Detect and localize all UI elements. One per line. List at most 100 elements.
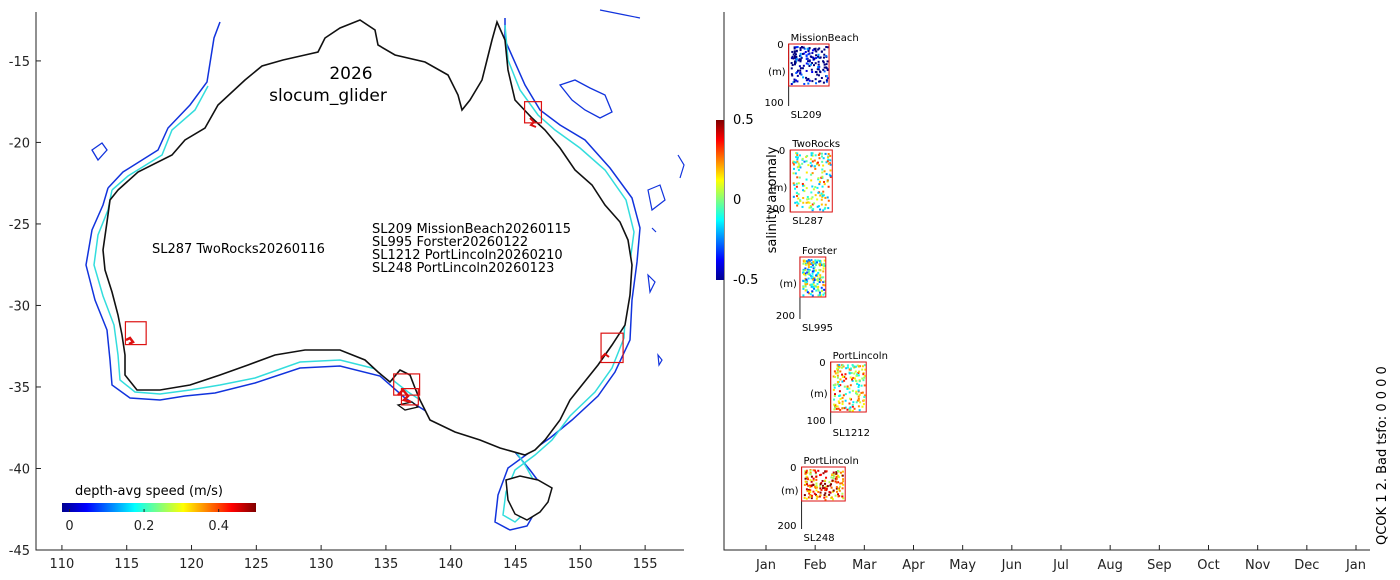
salinity-point <box>794 172 797 175</box>
salinity-point <box>819 263 822 266</box>
salinity-point <box>856 374 859 377</box>
salinity-point <box>837 493 840 496</box>
salinity-point <box>822 81 825 84</box>
salinity-point <box>801 67 804 70</box>
salinity-point <box>846 366 849 369</box>
salinity-point <box>808 206 811 209</box>
salinity-point <box>807 197 810 200</box>
salinity-point <box>821 479 824 482</box>
salinity-point <box>831 490 834 493</box>
salinity-point <box>822 68 825 71</box>
salinity-point <box>846 387 849 390</box>
salinity-point <box>839 485 842 488</box>
salinity-point <box>815 54 818 57</box>
salinity-point <box>824 482 827 485</box>
coastline-islands-east <box>599 9 685 367</box>
salinity-point <box>797 165 800 168</box>
salinity-point <box>806 291 809 294</box>
salinity-point <box>829 169 832 172</box>
salinity-point <box>823 66 826 69</box>
y-tick-label: -45 <box>9 544 30 559</box>
salinity-point <box>818 180 821 183</box>
salinity-point <box>813 159 816 162</box>
panel-glider-label: SL1212 <box>833 428 870 439</box>
salinity-point <box>819 276 822 279</box>
salinity-point <box>861 377 864 380</box>
salinity-point <box>812 64 815 67</box>
salinity-point <box>809 158 812 161</box>
salinity-point <box>805 289 808 292</box>
salinity-point <box>791 64 794 67</box>
salinity-point <box>792 163 795 166</box>
salinity-point <box>806 268 809 271</box>
salinity-point <box>858 393 861 396</box>
salinity-point <box>796 204 799 207</box>
salinity-point <box>857 399 860 402</box>
salinity-point <box>805 58 808 61</box>
salinity-point <box>809 489 812 492</box>
salinity-point <box>815 484 818 487</box>
salinity-point <box>832 477 835 480</box>
salinity-point <box>825 489 828 492</box>
salinity-point <box>836 381 839 384</box>
salinity-point <box>841 403 844 406</box>
salinity-point <box>817 60 820 63</box>
panel-depth-tick: 0 <box>819 358 825 369</box>
salinity-point <box>824 196 827 199</box>
salinity-point <box>863 364 866 367</box>
salinity-point <box>810 475 813 478</box>
salinity-point <box>805 160 808 163</box>
salinity-point <box>804 269 807 272</box>
salinity-point <box>814 259 817 262</box>
salinity-point <box>848 368 851 371</box>
salinity-point <box>797 162 800 165</box>
salinity-point <box>827 158 830 161</box>
salinity-colorbar <box>716 120 724 280</box>
salinity-point <box>790 83 793 86</box>
salinity-point <box>855 390 858 393</box>
salinity-point <box>836 371 839 374</box>
salinity-point <box>821 175 824 178</box>
salinity-point <box>801 157 804 160</box>
salinity-point <box>822 157 825 160</box>
salinity-point <box>794 201 797 204</box>
salinity-point <box>813 278 816 281</box>
salinity-point <box>820 152 823 155</box>
salinity-point <box>802 46 805 49</box>
salinity-point <box>837 407 840 410</box>
salinity-point <box>793 46 796 49</box>
salinity-point <box>804 279 807 282</box>
month-tick-label: Apr <box>902 558 925 573</box>
salinity-point <box>802 196 805 199</box>
salinity-point <box>804 267 807 270</box>
salinity-point <box>820 50 823 53</box>
salinity-point <box>819 80 822 83</box>
panel-depth-tick: 0 <box>779 146 785 157</box>
panel-box <box>799 256 827 298</box>
salinity-point <box>857 405 860 408</box>
salinity-point <box>792 195 795 198</box>
salinity-point <box>815 482 818 485</box>
salinity-point <box>811 264 814 267</box>
x-tick-label: 130 <box>309 557 334 572</box>
glider-panel-sl995: Forster SL995 (m) 200 <box>776 246 838 334</box>
salinity-point <box>825 476 828 479</box>
salinity-point <box>818 152 821 155</box>
salinity-point <box>808 260 811 263</box>
salinity-point <box>839 370 842 373</box>
salinity-point <box>849 384 852 387</box>
salinity-point <box>807 164 810 167</box>
salinity-point <box>823 170 826 173</box>
salinity-point <box>853 372 856 375</box>
salinity-point <box>808 292 811 295</box>
salinity-point <box>803 82 806 85</box>
map-ticks: 110 115 120 125 130 135 140 145 150 155 -15 -20 -25 -… <box>9 55 658 572</box>
salinity-point <box>815 495 818 498</box>
salinity-point <box>826 60 829 63</box>
salinity-point <box>795 49 798 52</box>
salinity-point <box>805 62 808 65</box>
salinity-point <box>805 79 808 82</box>
salinity-point <box>836 474 839 477</box>
salinity-point <box>823 259 826 262</box>
salinity-point <box>851 379 854 382</box>
